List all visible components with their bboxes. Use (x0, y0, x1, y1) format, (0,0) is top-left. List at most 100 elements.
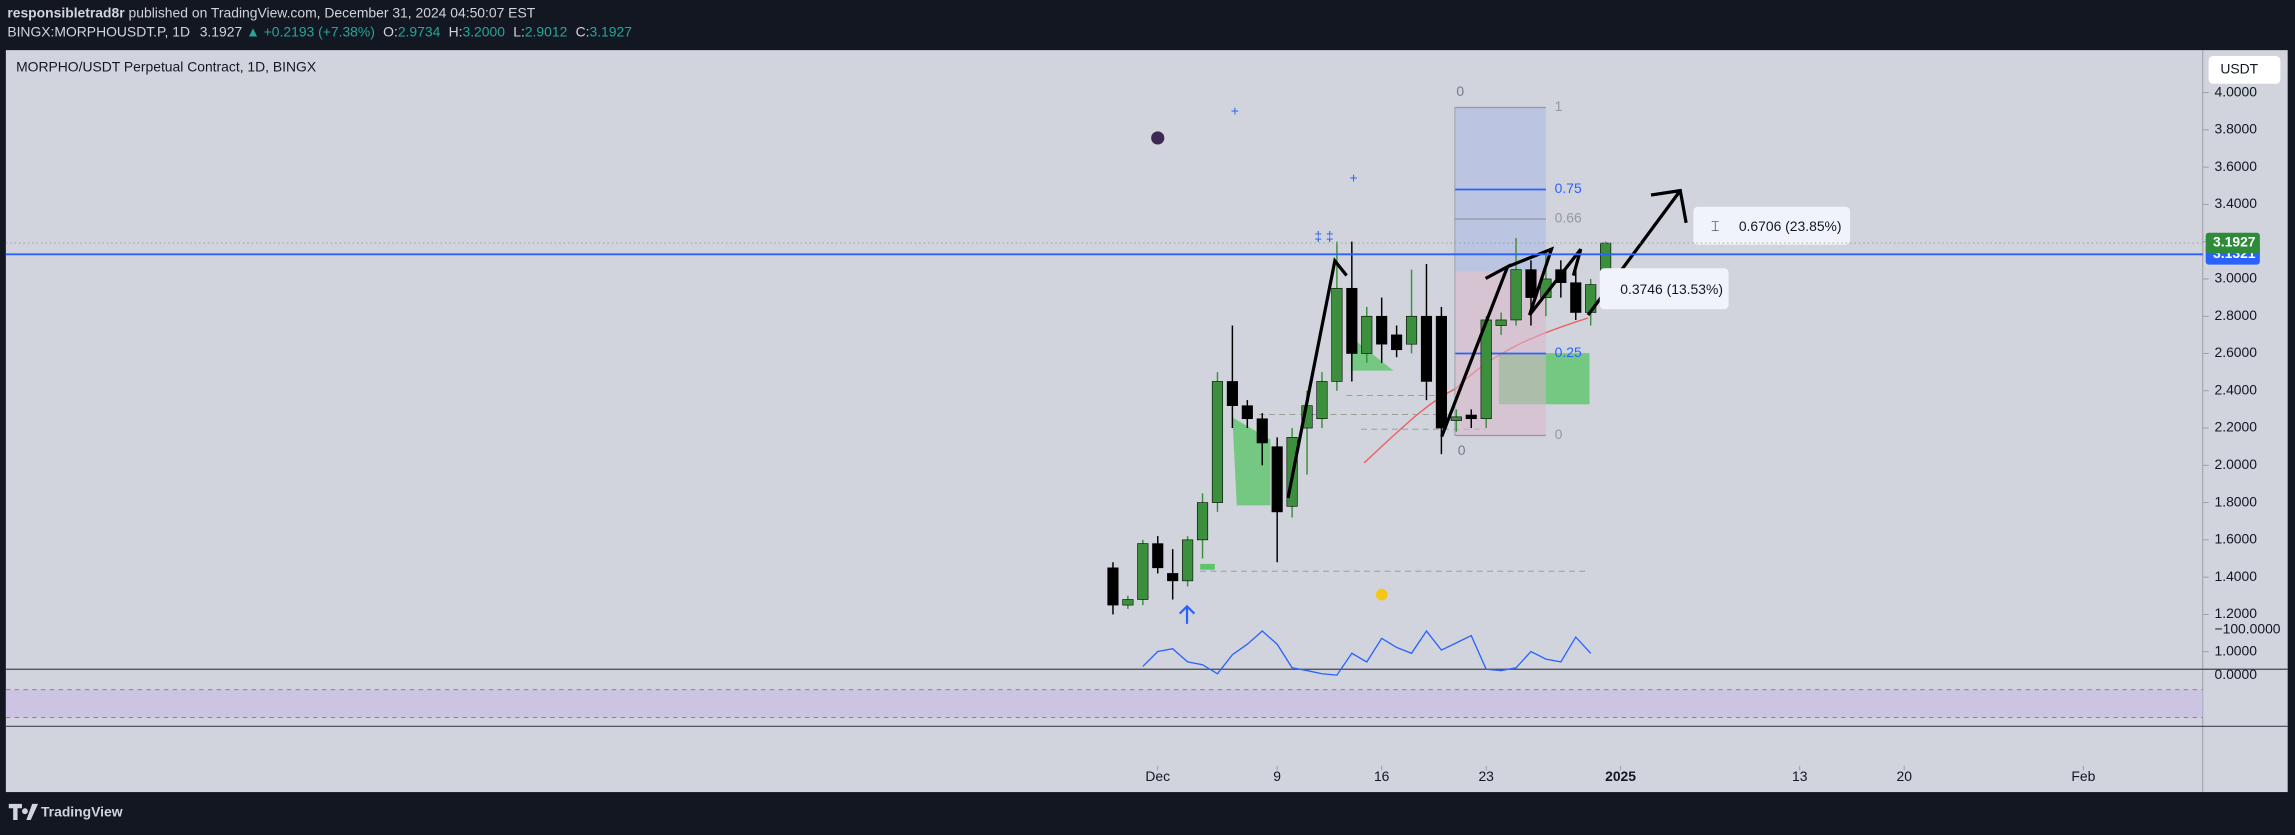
indicator-box (1200, 563, 1215, 570)
rsi-axis-label: 0.0000 (2214, 666, 2257, 682)
candle-body (1137, 543, 1149, 600)
h-key: H: (449, 23, 463, 39)
candle-body (1570, 282, 1582, 313)
x-tick-label: 13 (1792, 768, 1808, 784)
candle-body (1346, 287, 1358, 354)
x-tick-label: 2025 (1605, 768, 1636, 784)
last: 3.1927 (200, 23, 243, 39)
plot: + + ‡ ‡ 1 0.75 0.66 0.25 0 0 0 (5, 83, 2203, 718)
o-key: O: (383, 23, 398, 39)
marker-dot (1375, 588, 1388, 601)
symbol-line: BINGX:MORPHOUSDT.P, 1D 3.1927 ▲ +0.2193 … (7, 23, 632, 39)
price-label: 3.1927 (2213, 234, 2256, 250)
y-tick-label: 3.0000 (2214, 270, 2257, 286)
header-line: responsibletrad8r published on TradingVi… (7, 4, 535, 20)
c-value: 3.1927 (589, 23, 632, 39)
rsi-line (1142, 629, 1592, 676)
rsi-axis-label: −100.0000 (2214, 620, 2280, 636)
candle-body (1420, 315, 1433, 382)
logo-icon (8, 803, 39, 821)
fib-label: 0.75 (1555, 180, 1582, 196)
currency[interactable]: USDT (2220, 61, 2258, 77)
x-tick-label: 16 (1374, 768, 1390, 784)
y-tick-label: 4.0000 (2214, 83, 2257, 99)
y-tick-label: 3.8000 (2214, 121, 2257, 137)
chart-panel (5, 50, 2288, 793)
brand: TradingView (41, 803, 123, 819)
symbol: BINGX:MORPHOUSDT.P, 1D (7, 23, 190, 39)
change: ▲ +0.2193 (+7.38%) (246, 23, 375, 39)
fib-label: 1 (1555, 98, 1563, 114)
candle-body (1152, 543, 1164, 569)
y-tick-label: 1.6000 (2214, 531, 2257, 547)
y-tick-label: 1.4000 (2214, 568, 2257, 584)
candle-body (1376, 315, 1388, 345)
currency-button[interactable] (2208, 55, 2281, 84)
chart-title: MORPHO/USDT Perpetual Contract, 1D, BING… (16, 58, 316, 74)
measure-icon: ⌶ (1711, 218, 1719, 234)
marker: + (1349, 170, 1357, 186)
candle-body (1525, 269, 1537, 298)
x-tick-label: 20 (1896, 768, 1912, 784)
measurement: 0.6706 (23.85%) (1739, 218, 1842, 234)
measurement: 0.3746 (13.53%) (1620, 281, 1723, 297)
candle-body (1182, 539, 1194, 582)
candle-body (1107, 567, 1119, 606)
candle-body (1271, 446, 1283, 513)
candle-body (1211, 381, 1224, 503)
candle-body (1405, 315, 1418, 345)
marker-dot (1151, 131, 1165, 145)
trend-arrow (1286, 257, 1348, 499)
y-tick-label: 2.8000 (2214, 307, 2257, 323)
candle-body (1196, 502, 1209, 541)
y-tick-label: 1.0000 (2214, 642, 2257, 658)
published: published on TradingView.com, December 3… (129, 4, 536, 20)
arrow-marker (1178, 604, 1196, 624)
fib-anchor-label: 0 (1458, 442, 1466, 458)
candle-body (1495, 319, 1507, 326)
candle-body (1435, 315, 1447, 429)
candle-body (1465, 414, 1477, 420)
candle-body (1256, 418, 1268, 444)
candle-body (1316, 381, 1328, 420)
fib-label: 0.66 (1555, 210, 1582, 226)
candle-body (1226, 381, 1238, 406)
c-key: C: (576, 23, 590, 39)
l-value: 2.9012 (525, 23, 568, 39)
candle-body (1510, 269, 1522, 321)
candle-body (1391, 334, 1403, 351)
candle-body (1122, 599, 1134, 606)
y-tick-label: 3.6000 (2214, 158, 2257, 174)
candle-body (1331, 287, 1343, 382)
x-tick-label: 9 (1273, 768, 1281, 784)
price-label-box (2205, 232, 2260, 254)
y-tick-label: 3.4000 (2214, 195, 2257, 211)
o-value: 2.9734 (398, 23, 441, 39)
marker: + (1231, 102, 1239, 118)
y-tick-label: 2.0000 (2214, 456, 2257, 472)
candle-body (1167, 573, 1179, 582)
candle-body (1450, 416, 1462, 421)
y-tick-label: 2.2000 (2214, 419, 2257, 435)
rsi-band (5, 689, 2203, 718)
author: responsibletrad8r (7, 4, 125, 20)
fib-anchor-label: 0 (1456, 83, 1464, 99)
measure-box (1599, 268, 1729, 310)
marker: ‡ ‡ (1314, 228, 1333, 244)
y-tick-label: 1.2000 (2214, 605, 2257, 621)
measure-box (1693, 206, 1851, 245)
y-tick-label: 1.8000 (2214, 493, 2257, 509)
l-key: L: (513, 23, 525, 39)
y-tick-label: 2.6000 (2214, 344, 2257, 360)
candle-body (1241, 405, 1253, 420)
fib-label: 0 (1555, 426, 1563, 442)
footer-bar (0, 792, 2295, 835)
fib-label: 0.25 (1555, 344, 1582, 360)
candle-body (1361, 315, 1373, 354)
x-tick-label: 23 (1478, 768, 1494, 784)
x-tick-label: Dec (1145, 768, 1170, 784)
h-value: 3.2000 (462, 23, 505, 39)
x-tick-label: Feb (2071, 768, 2095, 784)
y-tick-label: 2.4000 (2214, 381, 2257, 397)
